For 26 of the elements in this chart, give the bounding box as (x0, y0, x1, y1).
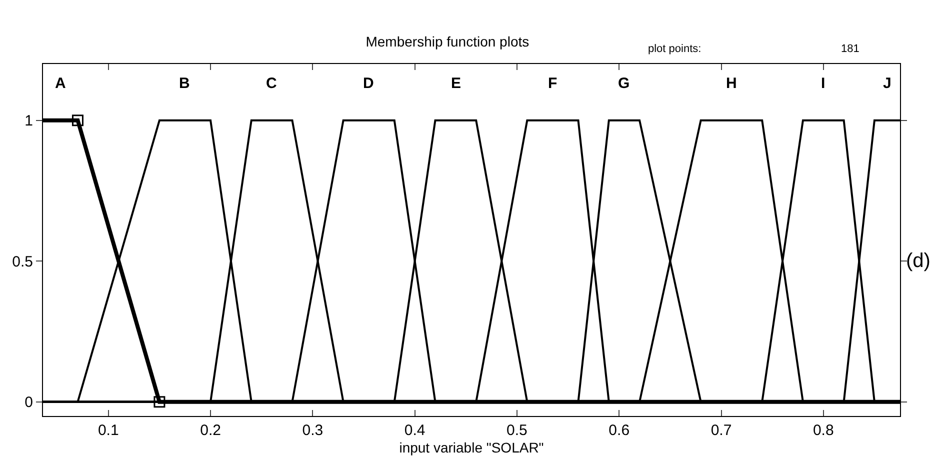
chart-title: Membership function plots (366, 34, 530, 50)
series-label: A (55, 75, 66, 92)
x-tick-label: 0.6 (608, 422, 630, 439)
y-tick-label: 1 (24, 112, 33, 130)
series-label: J (883, 75, 892, 92)
series-label: F (548, 75, 558, 92)
series-label: I (821, 75, 826, 92)
x-tick-label: 0.4 (404, 422, 426, 439)
series-label: B (179, 75, 190, 92)
text: plot points: (648, 43, 702, 55)
text: (d) (906, 250, 930, 272)
y-tick-label: 0 (24, 394, 33, 412)
series-label: E (451, 75, 462, 92)
x-tick-label: 0.3 (302, 422, 324, 439)
series-label: D (363, 75, 374, 92)
y-tick-label: 0.5 (12, 253, 33, 270)
x-tick-label: 0.8 (812, 422, 834, 439)
text: 181 (841, 43, 860, 55)
x-tick-label: 0.1 (98, 422, 119, 439)
x-tick-label: 0.5 (506, 422, 528, 439)
series-label: H (726, 75, 737, 92)
x-axis-title: input variable "SOLAR" (399, 439, 544, 456)
x-tick-label: 0.7 (710, 422, 732, 439)
series-label: G (618, 75, 630, 92)
x-tick-label: 0.2 (200, 422, 221, 439)
series-label: C (266, 75, 277, 92)
